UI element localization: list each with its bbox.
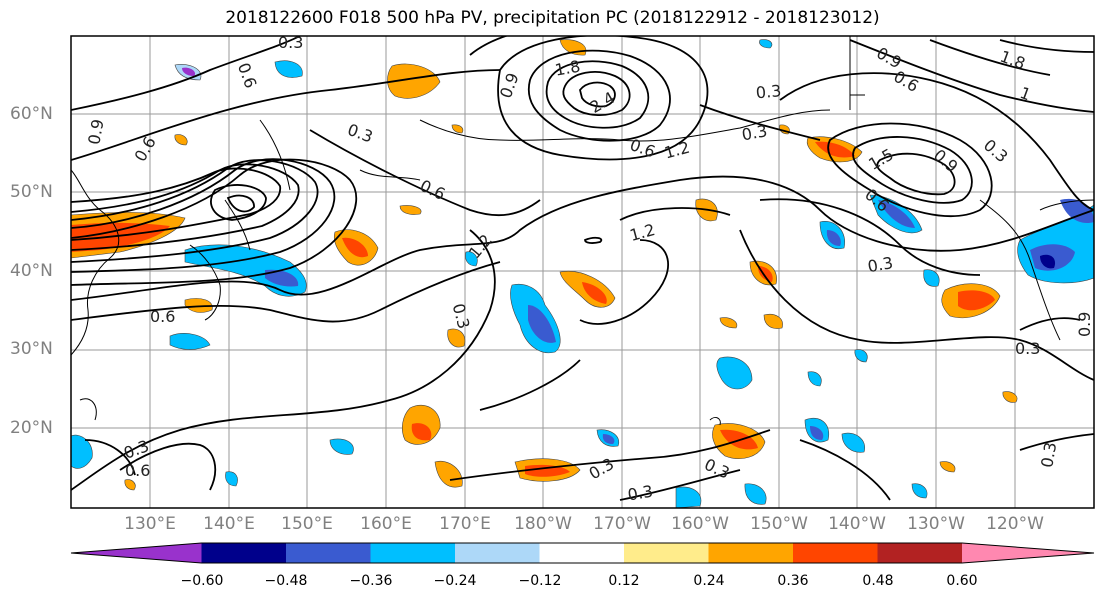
colorbar bbox=[70, 542, 1095, 564]
colorbar-swatch bbox=[201, 543, 286, 563]
colorbar-swatch bbox=[286, 543, 371, 563]
lon-label: 140°E bbox=[203, 514, 255, 534]
lon-label: 160°E bbox=[360, 514, 412, 534]
contour-label: 0.6 bbox=[150, 307, 175, 326]
colorbar-swatch bbox=[539, 543, 624, 563]
map-title: 2018122600 F018 500 hPa PV, precipitatio… bbox=[225, 8, 880, 28]
lat-label: 30°N bbox=[10, 339, 53, 359]
colorbar-tick-label: 0.36 bbox=[777, 573, 809, 589]
lat-label: 20°N bbox=[10, 418, 53, 438]
colorbar-outline bbox=[70, 542, 1095, 564]
lat-label: 40°N bbox=[10, 261, 53, 281]
contour-label: 0.9 bbox=[1075, 312, 1094, 337]
colorbar-tick-label: 0.12 bbox=[608, 573, 640, 589]
contour-label: 0.9 bbox=[84, 118, 107, 146]
contour-label: 0.3 bbox=[1037, 441, 1060, 469]
coastlines bbox=[71, 36, 1094, 426]
colorbar-tick-label: 0.24 bbox=[693, 573, 725, 589]
map-background bbox=[71, 36, 1094, 508]
lat-label: 60°N bbox=[10, 104, 53, 124]
colorbar-tick-label: −0.24 bbox=[433, 573, 477, 589]
colorbar-tick-label: 0.60 bbox=[946, 573, 978, 589]
colorbar-swatch bbox=[71, 543, 202, 563]
lon-label: 150°E bbox=[281, 514, 333, 534]
contour-label: 0.3 bbox=[755, 81, 782, 102]
lon-label: 130°E bbox=[124, 514, 176, 534]
colorbar-swatch bbox=[708, 543, 793, 563]
contour-label: 0.3 bbox=[866, 253, 894, 276]
colorbar-swatch bbox=[793, 543, 878, 563]
colorbar-tick-label: 0.48 bbox=[862, 573, 894, 589]
lon-label: 170°W bbox=[593, 514, 651, 534]
contour-label: 0.3 bbox=[278, 33, 303, 52]
colorbar-tick-label: −0.36 bbox=[349, 573, 393, 589]
colorbar-swatch bbox=[877, 543, 962, 563]
colorbar-tick-label: −0.60 bbox=[180, 573, 224, 589]
colorbar-tick-label: −0.48 bbox=[264, 573, 308, 589]
colorbar-swatch bbox=[370, 543, 455, 563]
lon-label: 160°W bbox=[671, 514, 729, 534]
lon-label: 150°W bbox=[750, 514, 808, 534]
lon-label: 140°W bbox=[828, 514, 886, 534]
pv-contours bbox=[71, 36, 1094, 501]
contour-label: 0.6 bbox=[125, 461, 150, 480]
lon-label: 130°W bbox=[907, 514, 965, 534]
contour-label: 0.3 bbox=[740, 121, 768, 144]
graticule bbox=[71, 36, 1094, 508]
contour-label: 0.3 bbox=[626, 481, 654, 504]
colorbar-swatch bbox=[624, 543, 709, 563]
lon-label: 180°W bbox=[514, 514, 572, 534]
colorbar-swatch bbox=[962, 543, 1094, 563]
contour-label: 1.8 bbox=[553, 57, 581, 80]
colorbar-tick-label: −0.12 bbox=[518, 573, 562, 589]
map-frame bbox=[70, 35, 1095, 509]
contour-label: 0.3 bbox=[1015, 339, 1040, 358]
lon-label: 170°E bbox=[439, 514, 491, 534]
colorbar-swatch bbox=[455, 543, 540, 563]
lat-label: 50°N bbox=[10, 182, 53, 202]
precipitation-shading bbox=[71, 39, 1094, 508]
lon-label: 120°W bbox=[986, 514, 1044, 534]
